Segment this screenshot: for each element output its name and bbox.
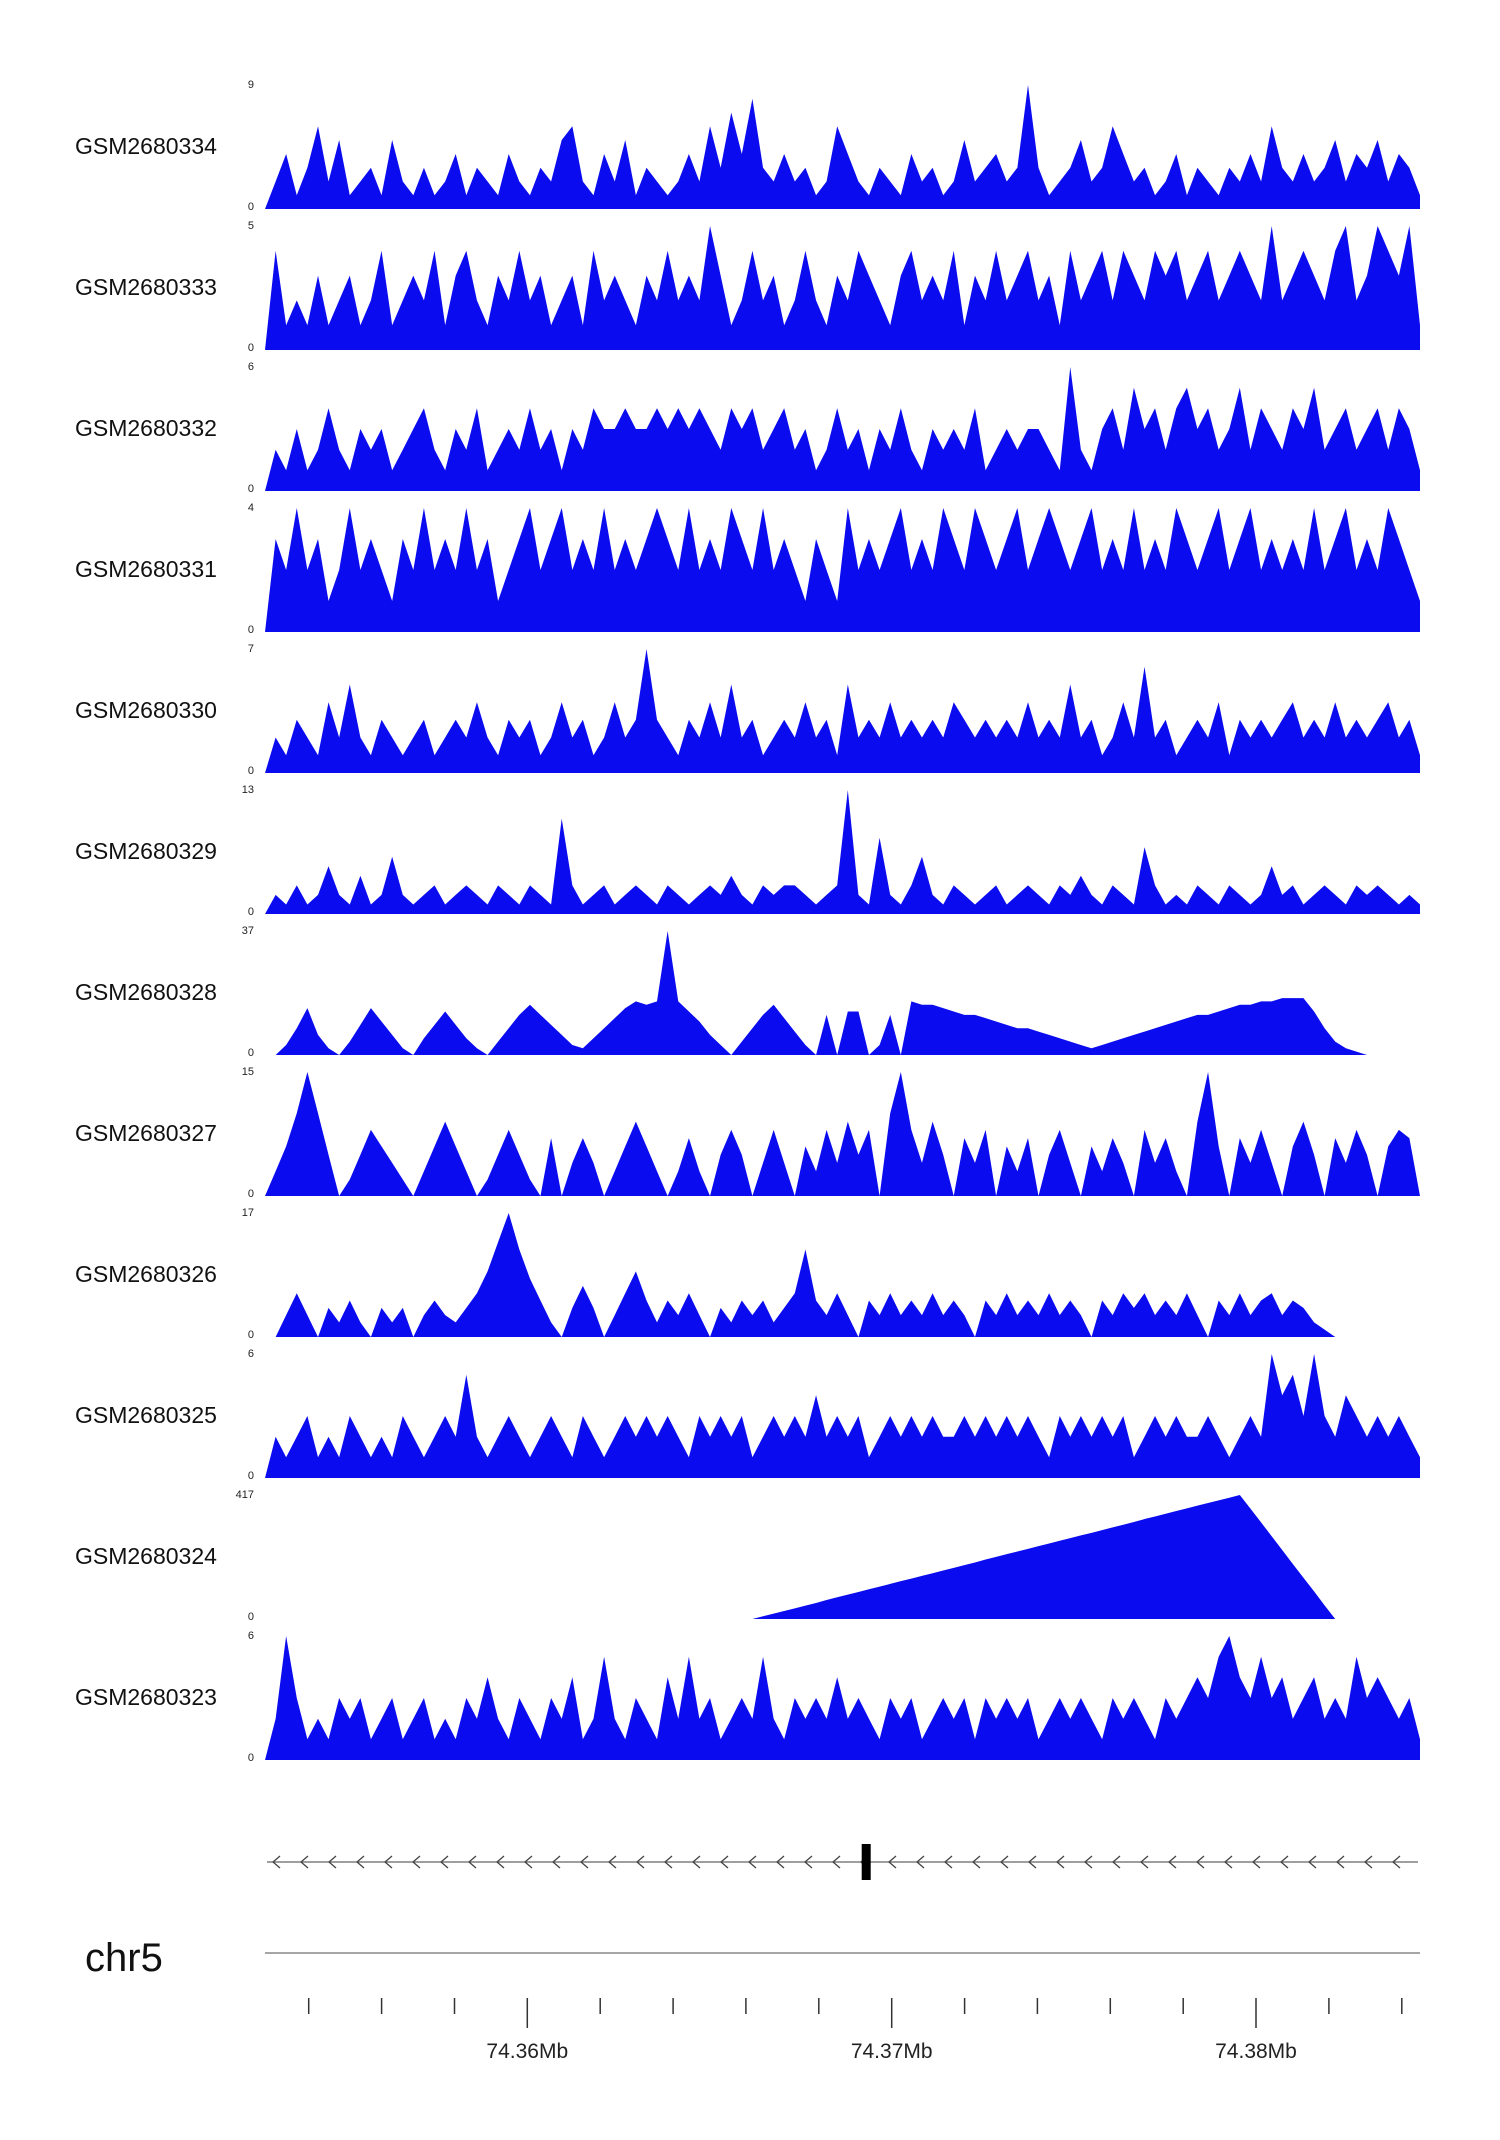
chromosome-label: chr5 xyxy=(85,1936,163,1980)
coverage-area xyxy=(265,508,1420,632)
track-label: GSM2680331 xyxy=(75,556,217,582)
y-axis-max-label: 7 xyxy=(247,643,254,655)
coverage-area-plot xyxy=(265,1213,1420,1337)
coverage-area xyxy=(265,649,1420,773)
track-label: GSM2680323 xyxy=(75,1684,217,1710)
coverage-area xyxy=(265,85,1420,209)
track-label: GSM2680329 xyxy=(75,838,217,864)
y-axis-zero-label: 0 xyxy=(247,342,254,354)
coverage-area-plot xyxy=(265,1636,1420,1760)
coverage-area-plot xyxy=(265,649,1420,773)
coverage-area-plot xyxy=(265,85,1420,209)
coverage-area xyxy=(265,226,1420,350)
strand-arrows-left xyxy=(272,1855,1401,1869)
y-axis-zero-label: 0 xyxy=(247,906,254,918)
y-axis-zero-label: 0 xyxy=(247,1329,254,1341)
y-axis-max-label: 4 xyxy=(247,502,254,514)
coverage-area xyxy=(265,790,1420,914)
coverage-track-row: GSM2680330 7 0 xyxy=(0,643,1500,777)
y-axis-zero-label: 0 xyxy=(247,765,254,777)
coverage-area xyxy=(265,1213,1420,1337)
coverage-area-plot xyxy=(265,1072,1420,1196)
axis-tick-label: 74.38Mb xyxy=(1215,2040,1297,2063)
y-axis-max-label: 37 xyxy=(241,925,254,937)
coverage-track-row: GSM2680324 417 0 xyxy=(0,1489,1500,1623)
track-label: GSM2680334 xyxy=(75,133,217,159)
coverage-area xyxy=(265,1354,1420,1478)
track-label: GSM2680328 xyxy=(75,979,217,1005)
y-axis-max-label: 6 xyxy=(247,1630,254,1642)
coverage-area-plot xyxy=(265,790,1420,914)
track-label: GSM2680325 xyxy=(75,1402,217,1428)
track-label: GSM2680333 xyxy=(75,274,217,300)
exon-marker xyxy=(861,1844,871,1880)
y-axis-zero-label: 0 xyxy=(247,1752,254,1764)
y-axis-max-label: 5 xyxy=(247,220,254,232)
y-axis-zero-label: 0 xyxy=(247,1188,254,1200)
gene-model-track xyxy=(267,1844,1418,1880)
y-axis-zero-label: 0 xyxy=(247,1470,254,1482)
y-axis-max-label: 417 xyxy=(235,1489,254,1501)
coverage-area-plot xyxy=(265,931,1420,1055)
axis-tick-label: 74.36Mb xyxy=(486,2040,568,2063)
coverage-area xyxy=(265,1495,1420,1619)
y-axis-zero-label: 0 xyxy=(247,1611,254,1623)
track-label: GSM2680327 xyxy=(75,1120,217,1146)
coverage-area-plot xyxy=(265,1495,1420,1619)
coverage-area-plot xyxy=(265,226,1420,350)
coverage-area-plot xyxy=(265,367,1420,491)
coverage-area-plot xyxy=(265,1354,1420,1478)
y-axis-zero-label: 0 xyxy=(247,483,254,495)
coverage-area xyxy=(265,931,1420,1055)
coverage-area-plot xyxy=(265,508,1420,632)
coverage-track-row: GSM2680327 15 0 xyxy=(0,1066,1500,1200)
y-axis-max-label: 15 xyxy=(241,1066,254,1078)
y-axis-max-label: 6 xyxy=(247,1348,254,1360)
y-axis-max-label: 17 xyxy=(241,1207,254,1219)
track-label: GSM2680332 xyxy=(75,415,217,441)
y-axis-zero-label: 0 xyxy=(247,1047,254,1059)
y-axis-max-label: 13 xyxy=(241,784,254,796)
y-axis-max-label: 9 xyxy=(247,79,254,91)
coverage-track-row: GSM2680334 9 0 xyxy=(0,79,1500,213)
coverage-track-row: GSM2680326 17 0 xyxy=(0,1207,1500,1341)
axis-tick-label: 74.37Mb xyxy=(851,2040,933,2063)
y-axis-max-label: 6 xyxy=(247,361,254,373)
coverage-track-row: GSM2680329 13 0 xyxy=(0,784,1500,918)
coverage-track-row: GSM2680331 4 0 xyxy=(0,502,1500,636)
coverage-area xyxy=(265,1072,1420,1196)
coverage-track-row: GSM2680325 6 0 xyxy=(0,1348,1500,1482)
y-axis-zero-label: 0 xyxy=(247,201,254,213)
coverage-track-row: GSM2680328 37 0 xyxy=(0,925,1500,1059)
coverage-area xyxy=(265,367,1420,491)
y-axis-zero-label: 0 xyxy=(247,624,254,636)
track-label: GSM2680330 xyxy=(75,697,217,723)
coverage-track-row: GSM2680333 5 0 xyxy=(0,220,1500,354)
track-label: GSM2680326 xyxy=(75,1261,217,1287)
coverage-track-row: GSM2680323 6 0 xyxy=(0,1630,1500,1764)
genome-axis: 74.36Mb 74.37Mb 74.38Mb xyxy=(265,1952,1420,2063)
track-label: GSM2680324 xyxy=(75,1543,217,1569)
coverage-track-row: GSM2680332 6 0 xyxy=(0,361,1500,495)
coverage-area xyxy=(265,1636,1420,1760)
